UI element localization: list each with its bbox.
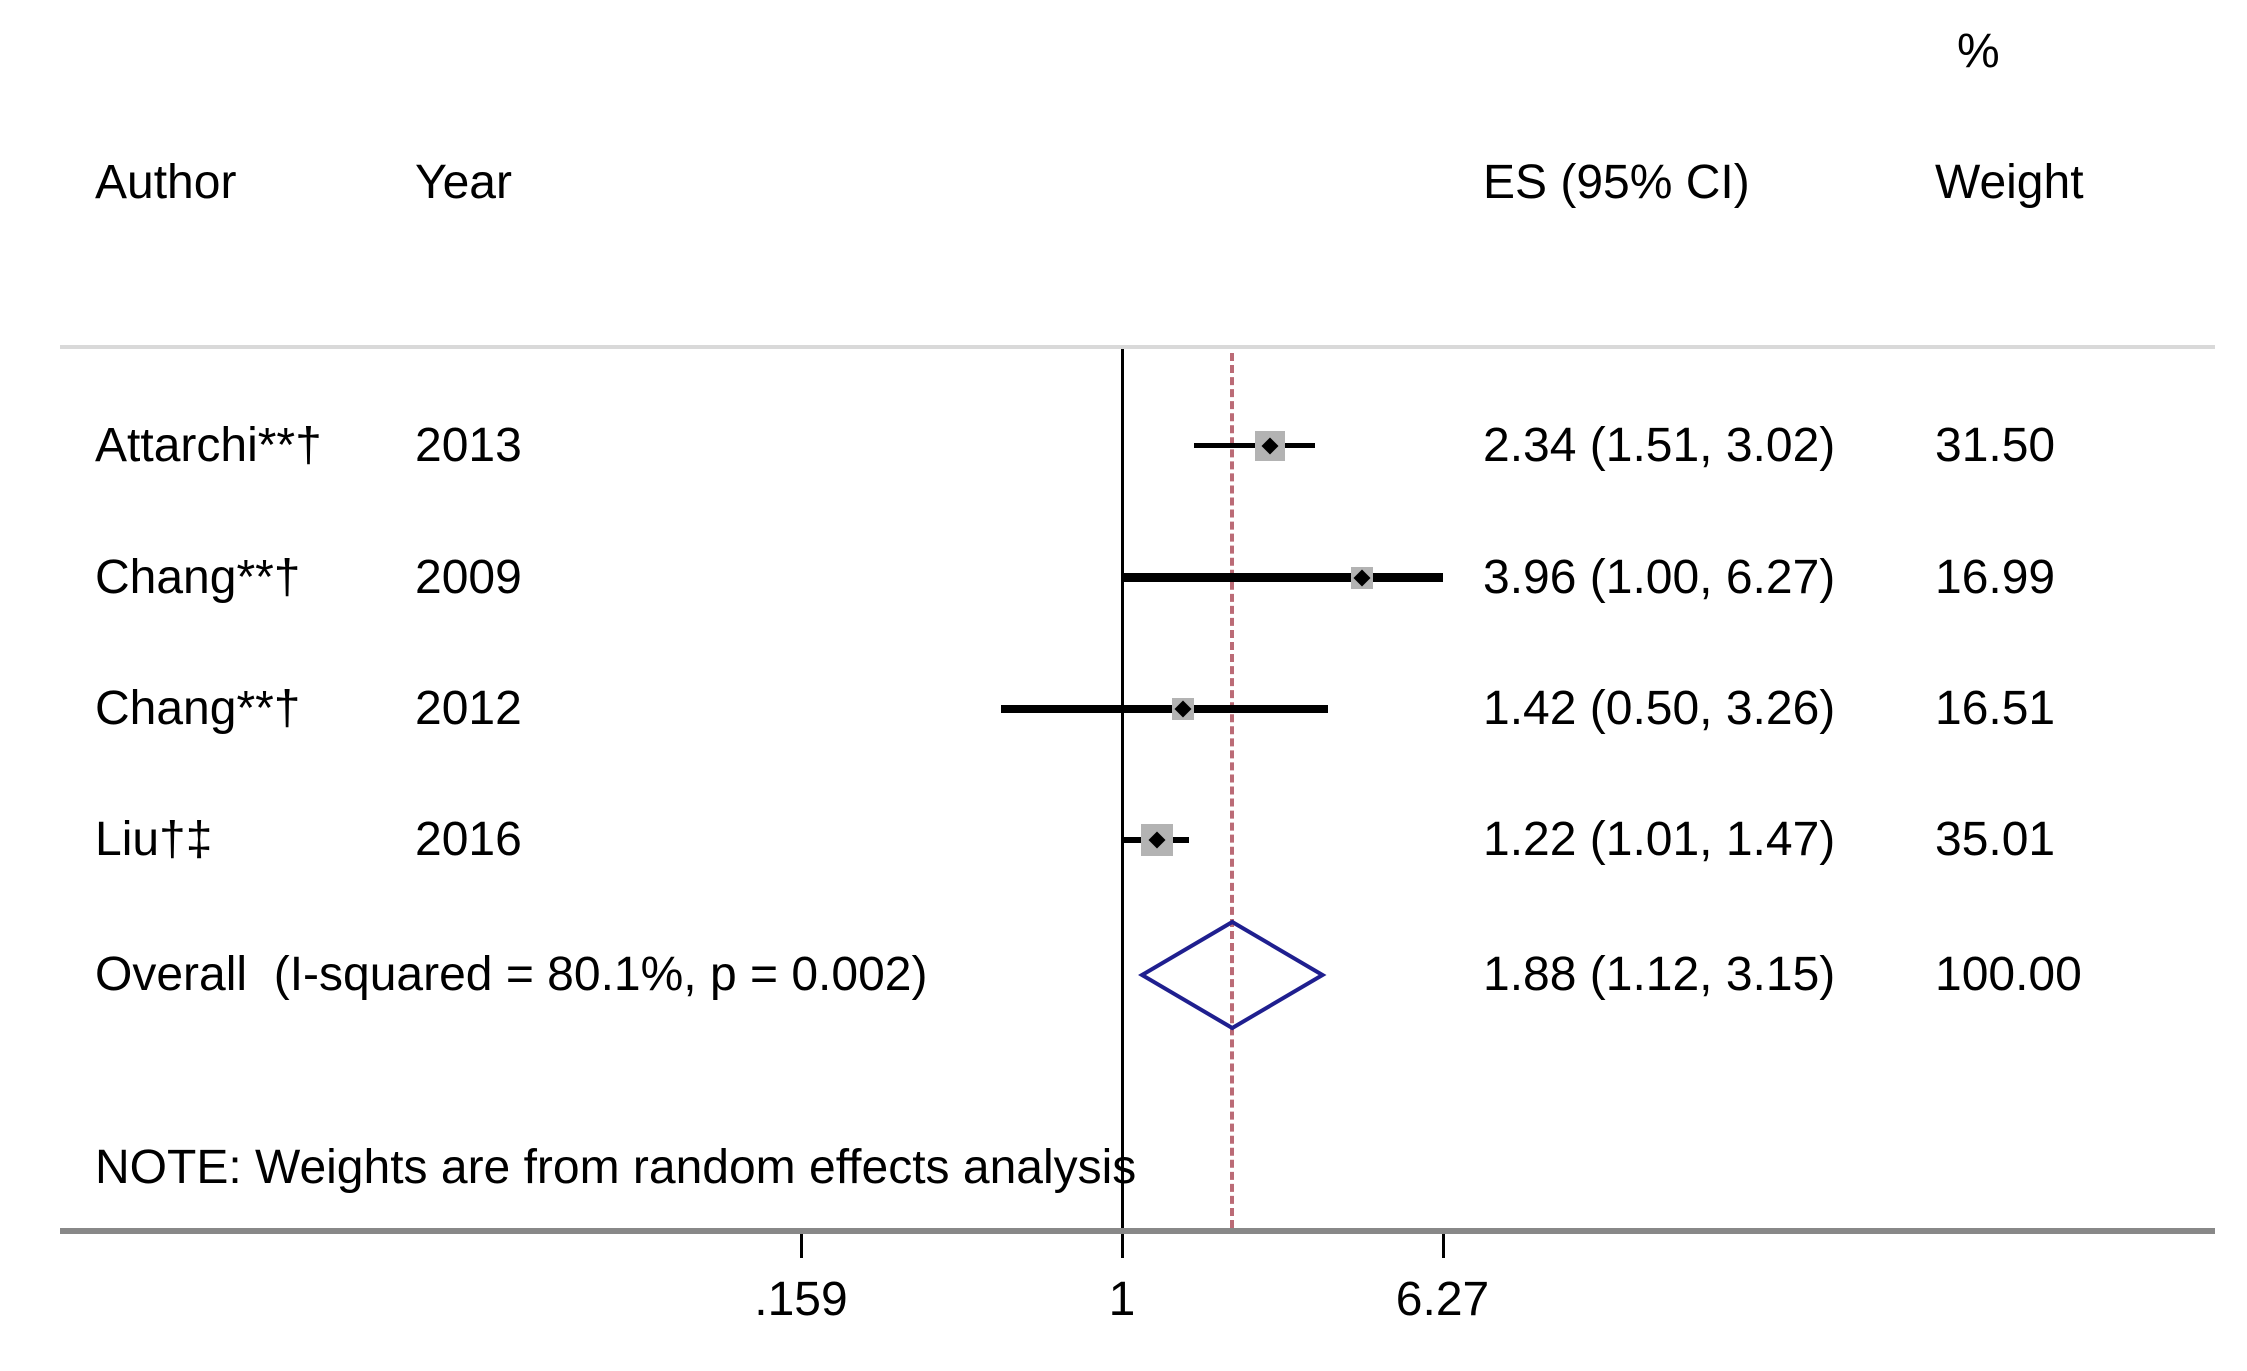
x-axis-tick bbox=[799, 1234, 803, 1258]
ci-line bbox=[1193, 443, 1315, 448]
overall-diamond bbox=[1137, 919, 1327, 1031]
x-axis-tick bbox=[1441, 1234, 1445, 1258]
study-es-ci-value: 1.22 (1.01, 1.47) bbox=[1483, 813, 1836, 866]
author-header: Author bbox=[95, 156, 237, 209]
overall-es-ci-value: 1.88 (1.12, 3.15) bbox=[1483, 948, 1836, 1001]
study-es-ci-value: 3.96 (1.00, 6.27) bbox=[1483, 551, 1836, 604]
study-weight-value: 31.50 bbox=[1935, 419, 2056, 472]
x-axis-tick-label: 1 bbox=[1108, 1273, 1136, 1326]
x-axis-line bbox=[60, 1228, 2215, 1234]
percent-header: % bbox=[1957, 25, 2000, 78]
ci-line bbox=[1122, 573, 1443, 582]
study-year-label: 2016 bbox=[415, 813, 522, 866]
overall-weight-value: 100.00 bbox=[1935, 948, 2082, 1001]
study-es-ci-value: 1.42 (0.50, 3.26) bbox=[1483, 682, 1836, 735]
study-year-label: 2013 bbox=[415, 419, 522, 472]
study-weight-value: 35.01 bbox=[1935, 813, 2056, 866]
study-es-ci-value: 2.34 (1.51, 3.02) bbox=[1483, 419, 1836, 472]
note-text: NOTE: Weights are from random effects an… bbox=[95, 1141, 1137, 1194]
null-effect-line bbox=[1121, 349, 1124, 1228]
weight-header: Weight bbox=[1935, 156, 2084, 209]
header-separator-line bbox=[60, 345, 2215, 349]
x-axis-tick-label: 6.27 bbox=[1395, 1273, 1490, 1326]
study-year-label: 2009 bbox=[415, 551, 522, 604]
study-author-label: Liu†‡ bbox=[95, 813, 213, 866]
year-header: Year bbox=[415, 156, 512, 209]
x-axis-tick bbox=[1121, 1234, 1124, 1258]
study-author-label: Attarchi**† bbox=[95, 419, 322, 472]
es-ci-header: ES (95% CI) bbox=[1483, 156, 1750, 209]
study-weight-value: 16.51 bbox=[1935, 682, 2056, 735]
overall-label: Overall (I-squared = 80.1%, p = 0.002) bbox=[95, 948, 928, 1001]
study-author-label: Chang**† bbox=[95, 551, 301, 604]
study-year-label: 2012 bbox=[415, 682, 522, 735]
study-weight-value: 16.99 bbox=[1935, 551, 2056, 604]
ci-line bbox=[1000, 705, 1329, 713]
overall-estimate-dashed-line bbox=[1230, 353, 1235, 1228]
x-axis-tick-label: .159 bbox=[754, 1273, 848, 1326]
study-author-label: Chang**† bbox=[95, 682, 301, 735]
